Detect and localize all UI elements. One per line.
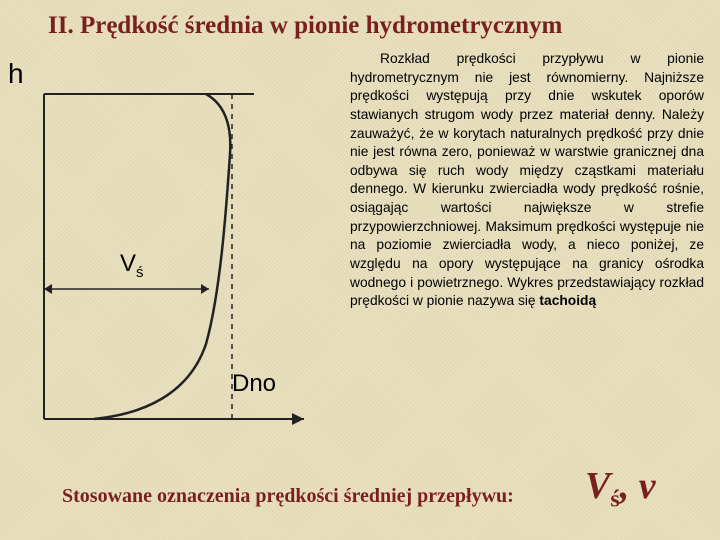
body-text-tail: tachoidą — [539, 293, 596, 308]
dno-label: Dno — [232, 370, 276, 398]
body-text-main: Rozkład prędkości przypływu w pionie hyd… — [350, 51, 704, 308]
h-axis-label: h — [8, 58, 24, 90]
tachoid-diagram — [34, 64, 334, 444]
notation-caption: Stosowane oznaczenia prędkości średniej … — [62, 485, 514, 508]
page-title: II. Prędkość średnia w pionie hydrometry… — [48, 12, 562, 40]
body-text: Rozkład prędkości przypływu w pionie hyd… — [350, 50, 704, 311]
vs-label: Vś — [120, 250, 144, 281]
velocity-formula: Vś, ν — [585, 464, 656, 514]
